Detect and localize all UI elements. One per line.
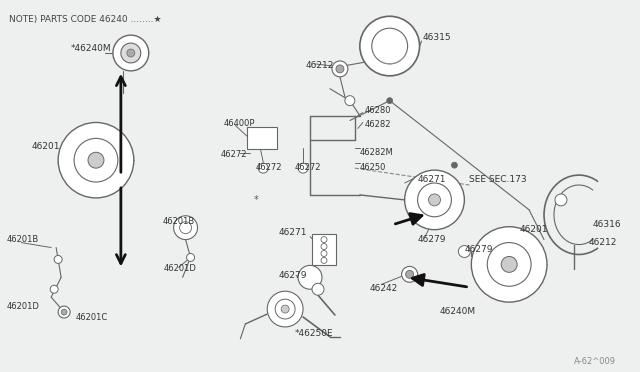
Text: 46212: 46212: [589, 238, 617, 247]
Circle shape: [113, 35, 148, 71]
Circle shape: [61, 309, 67, 315]
Circle shape: [54, 256, 62, 263]
Circle shape: [74, 138, 118, 182]
Text: 46250: 46250: [360, 163, 386, 172]
Circle shape: [321, 244, 327, 250]
Circle shape: [321, 237, 327, 243]
Circle shape: [275, 299, 295, 319]
Text: 46279: 46279: [417, 235, 446, 244]
Text: 46272: 46272: [255, 163, 282, 172]
Circle shape: [429, 194, 440, 206]
Text: 46315: 46315: [422, 33, 451, 42]
Circle shape: [471, 227, 547, 302]
Circle shape: [121, 43, 141, 63]
Text: 46201D: 46201D: [6, 302, 39, 311]
Circle shape: [298, 163, 308, 173]
Text: A-62^009: A-62^009: [574, 357, 616, 366]
Text: 46280: 46280: [365, 106, 391, 115]
Circle shape: [281, 305, 289, 313]
Circle shape: [58, 306, 70, 318]
Circle shape: [487, 243, 531, 286]
Text: NOTE) PARTS CODE 46240 ........★: NOTE) PARTS CODE 46240 ........★: [10, 15, 162, 24]
Circle shape: [187, 253, 195, 262]
Text: 46272: 46272: [220, 150, 247, 159]
Text: 46400P: 46400P: [223, 119, 255, 128]
Circle shape: [58, 122, 134, 198]
Circle shape: [336, 65, 344, 73]
Text: 46282M: 46282M: [360, 148, 394, 157]
Circle shape: [402, 266, 417, 282]
Text: *46240M: *46240M: [71, 44, 112, 53]
Text: 46279: 46279: [278, 271, 307, 280]
Circle shape: [501, 256, 517, 272]
Circle shape: [312, 283, 324, 295]
Text: 46201: 46201: [31, 142, 60, 151]
Circle shape: [417, 183, 451, 217]
Circle shape: [298, 265, 322, 289]
Circle shape: [173, 216, 198, 240]
Text: 46242: 46242: [370, 284, 398, 293]
Text: 46212: 46212: [305, 61, 333, 70]
Circle shape: [321, 257, 327, 263]
Circle shape: [458, 246, 470, 257]
Text: 46316: 46316: [593, 220, 621, 229]
Text: 46201B: 46201B: [6, 235, 38, 244]
Text: 46271: 46271: [417, 175, 446, 184]
Text: 46201B: 46201B: [163, 217, 195, 226]
FancyBboxPatch shape: [312, 234, 336, 265]
FancyBboxPatch shape: [247, 128, 277, 149]
Text: 46201: 46201: [519, 225, 548, 234]
Text: 46240M: 46240M: [440, 307, 476, 316]
Circle shape: [404, 170, 465, 230]
Text: 46271: 46271: [278, 228, 307, 237]
Circle shape: [259, 163, 268, 173]
Circle shape: [451, 162, 458, 168]
Circle shape: [88, 152, 104, 168]
Circle shape: [406, 270, 413, 278]
Circle shape: [372, 28, 408, 64]
Text: *: *: [253, 195, 258, 205]
Text: 46279: 46279: [465, 244, 493, 254]
Text: SEE SEC.173: SEE SEC.173: [469, 175, 527, 184]
Circle shape: [321, 250, 327, 256]
Circle shape: [180, 222, 191, 234]
Circle shape: [555, 194, 567, 206]
Text: 46201D: 46201D: [164, 264, 196, 273]
Circle shape: [360, 16, 420, 76]
Text: 46282: 46282: [365, 121, 391, 129]
Circle shape: [50, 285, 58, 293]
Circle shape: [387, 98, 393, 104]
Text: *46250E: *46250E: [295, 329, 333, 338]
Circle shape: [268, 291, 303, 327]
Text: 46201C: 46201C: [76, 313, 108, 322]
Circle shape: [127, 49, 135, 57]
Text: 46272: 46272: [295, 163, 322, 172]
Circle shape: [345, 96, 355, 106]
Circle shape: [332, 61, 348, 77]
